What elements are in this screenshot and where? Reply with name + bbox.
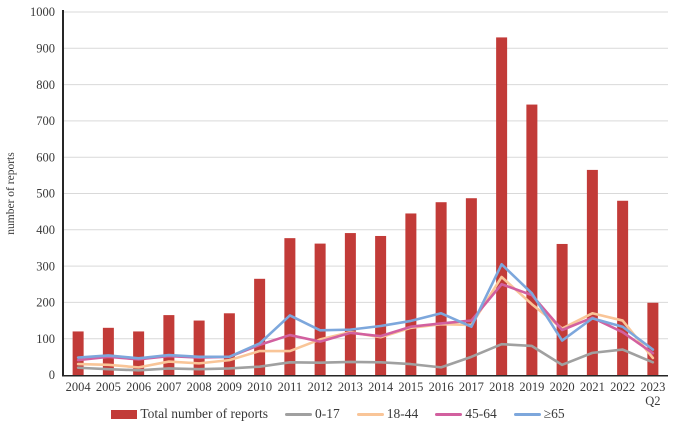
bar-2013	[344, 233, 356, 375]
bar-2004	[72, 331, 84, 375]
y-tick-label-600: 600	[36, 150, 55, 164]
bar-2006	[133, 331, 145, 375]
x-tick-label-2006: 2006	[126, 380, 151, 394]
y-tick-label-100: 100	[36, 332, 55, 346]
bar-2022	[617, 200, 629, 375]
x-tick-label-2022: 2022	[610, 380, 635, 394]
y-tick-label-700: 700	[36, 114, 55, 128]
legend: Total number of reports 0-17 18-44 45-64 ≥65	[0, 406, 676, 422]
legend-item-≥65: ≥65	[513, 406, 565, 422]
bar-2007	[163, 315, 175, 375]
bar-2005	[102, 327, 114, 375]
bar-2011	[284, 238, 296, 375]
legend-swatch-bar	[111, 409, 138, 419]
legend-item-0-17: 0-17	[284, 406, 340, 422]
x-tick-label-suffix: Q2	[645, 394, 660, 408]
y-tick-label-800: 800	[36, 78, 55, 92]
legend-item-total: Total number of reports	[111, 406, 268, 422]
x-tick-label-2014: 2014	[368, 380, 394, 394]
x-tick-label-2019: 2019	[519, 380, 544, 394]
legend-swatch-line	[284, 412, 312, 416]
legend-label: 0-17	[314, 406, 340, 421]
y-tick-label-0: 0	[49, 368, 55, 382]
legend-label: ≥65	[543, 406, 565, 421]
x-tick-label-2023: 2023 Q2	[640, 380, 665, 408]
bar-2020	[556, 243, 568, 375]
x-tick-label-2017: 2017	[459, 380, 484, 394]
y-tick-label-300: 300	[36, 259, 55, 273]
line-0-17	[76, 342, 655, 372]
bar-2009	[223, 313, 235, 375]
x-tick-label-2010: 2010	[247, 380, 272, 394]
x-tick-label-2013: 2013	[338, 380, 363, 394]
x-tick-label-2016: 2016	[429, 380, 454, 394]
y-tick-label-900: 900	[36, 42, 55, 56]
bar-2021	[586, 169, 598, 375]
bar-2019	[526, 104, 538, 375]
legend-item-45-64: 45-64	[435, 406, 497, 422]
bar-2015	[405, 213, 417, 375]
x-tick-label-2008: 2008	[187, 380, 212, 394]
legend-label: 18-44	[386, 406, 419, 421]
legend-label: Total number of reports	[140, 406, 268, 421]
bar-2010	[254, 278, 266, 375]
x-tick-label-2018: 2018	[489, 380, 514, 394]
x-tick-label-2021: 2021	[580, 380, 605, 394]
bar-2018	[496, 37, 508, 375]
bar-2016	[435, 202, 447, 375]
x-tick-label-2009: 2009	[217, 380, 242, 394]
x-tick-label-2012: 2012	[308, 380, 333, 394]
bar-2008	[193, 320, 205, 375]
y-axis-title: number of reports	[5, 152, 17, 235]
bar-2012	[314, 243, 326, 375]
legend-label: 45-64	[465, 406, 497, 421]
legend-item-18-44: 18-44	[356, 406, 419, 422]
y-tick-label-500: 500	[36, 187, 55, 201]
y-tick-label-400: 400	[36, 223, 55, 237]
x-tick-label-2004: 2004	[66, 380, 92, 394]
legend-swatch-line	[513, 412, 541, 416]
bar-2017	[465, 198, 477, 375]
x-tick-label-2011: 2011	[278, 380, 303, 394]
bar-2023	[647, 302, 659, 375]
legend-swatch-line	[435, 412, 463, 416]
x-tick-label-2005: 2005	[96, 380, 121, 394]
x-tick-label-2015: 2015	[398, 380, 423, 394]
x-tick-label-2007: 2007	[156, 380, 181, 394]
line-≥65	[76, 262, 655, 360]
legend-swatch-line	[356, 412, 384, 416]
x-tick-label-2020: 2020	[550, 380, 575, 394]
y-tick-label-1000: 1000	[30, 5, 55, 19]
bar-2014	[375, 235, 387, 375]
y-tick-label-200: 200	[36, 296, 55, 310]
